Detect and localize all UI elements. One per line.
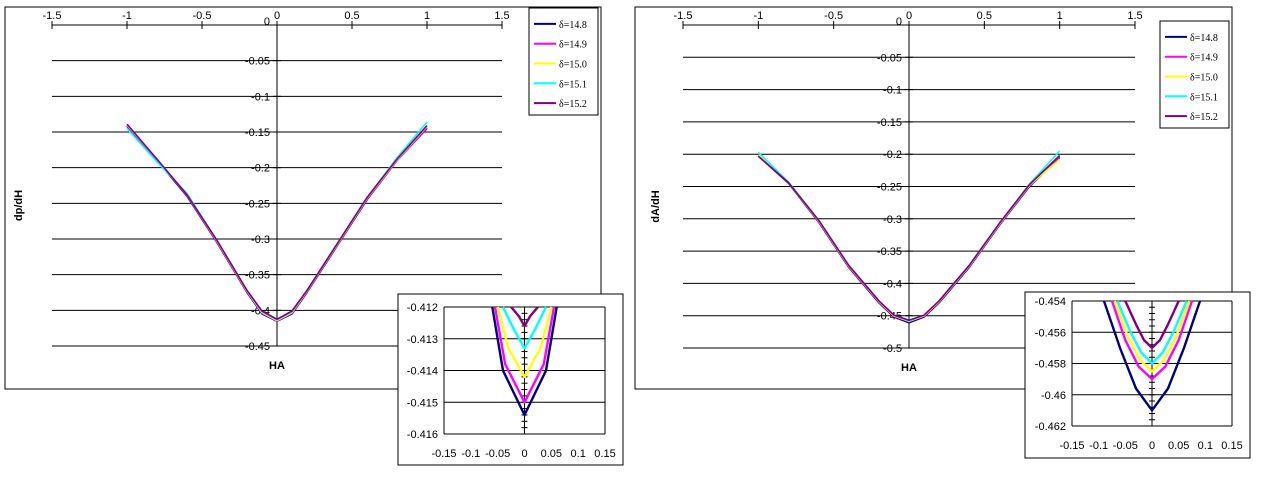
y-tick-label-main-right-6: -0.3 — [883, 214, 902, 226]
x-tick-label-main-right-4: 0.5 — [977, 10, 992, 22]
y-tick-label-main-left-3: -0.15 — [245, 127, 270, 139]
y-tick-label-main-left-6: -0.3 — [251, 234, 270, 246]
y-tick-label-inset-right-3: -0.46 — [1041, 390, 1066, 402]
series-line-inset-left-2 — [496, 306, 553, 379]
right-inset-frame — [1024, 291, 1251, 459]
x-tick-label-inset-right-3: 0 — [1149, 440, 1155, 452]
right-inset-chart: -0.454 -0.456 -0.458 -0.46 -0.462 -0.15 -0.1 -0… — [1035, 296, 1243, 452]
y-tick-label-inset-right-4: -0.462 — [1035, 421, 1066, 433]
y-tick-label-main-left-5: -0.25 — [245, 198, 270, 210]
series-line-main-left-4 — [126, 123, 428, 321]
x-tick-label-main-right-3: 0 — [906, 10, 912, 22]
y-tick-label-main-left-1: -0.05 — [245, 56, 270, 68]
y-tick-label-main-right-10: -0.5 — [883, 343, 902, 355]
x-axis-label-main-right: HA — [901, 362, 917, 374]
x-tick-label-inset-right-4: 0.05 — [1168, 440, 1189, 452]
x-tick-label-inset-left-2: -0.05 — [485, 448, 510, 460]
y-tick-label-main-right-9: -0.45 — [877, 311, 902, 323]
series-line-inset-left-1 — [493, 306, 556, 404]
y-tick-label-inset-left-0: -0.412 — [407, 302, 438, 314]
y-tick-label-inset-right-1: -0.456 — [1035, 327, 1066, 339]
legend-label-3: δ=15.1 — [559, 79, 587, 90]
y-tick-label-main-right-3: -0.15 — [877, 117, 902, 129]
y-tick-label-main-right-2: -0.1 — [883, 85, 902, 97]
legend-label-4: δ=15.2 — [1190, 112, 1218, 123]
y-tick-label-main-left-4: -0.2 — [251, 163, 270, 175]
y-tick-label-main-left-0: 0 — [264, 16, 270, 28]
x-axis-label-main-left: HA — [269, 360, 285, 372]
y-tick-label-main-right-8: -0.4 — [883, 278, 902, 290]
legend-label-4: δ=15.2 — [559, 99, 587, 110]
x-tick-label-main-left-4: 0.5 — [344, 10, 359, 22]
y-tick-label-main-left-7: -0.35 — [245, 270, 270, 282]
y-tick-label-inset-left-3: -0.415 — [407, 397, 438, 409]
series-line-main-right-4 — [757, 154, 1061, 322]
x-tick-label-main-right-5: 1 — [1057, 10, 1063, 22]
x-tick-label-main-left-3: 0 — [274, 10, 280, 22]
y-axis-label-main-right: dA/dH — [650, 190, 662, 222]
y-tick-label-main-right-1: -0.05 — [877, 52, 902, 64]
x-tick-label-inset-right-1: -0.1 — [1089, 440, 1108, 452]
legend-label-0: δ=14.8 — [1190, 33, 1218, 44]
x-tick-label-inset-left-4: 0.05 — [541, 448, 562, 460]
legend-label-2: δ=15.0 — [559, 60, 587, 71]
x-tick-label-main-left-1: -1 — [122, 10, 132, 22]
y-tick-label-inset-right-2: -0.458 — [1035, 359, 1066, 371]
x-tick-label-inset-left-6: 0.15 — [594, 448, 615, 460]
legend-label-2: δ=15.0 — [1190, 73, 1218, 84]
x-tick-label-main-right-2: -0.5 — [824, 10, 843, 22]
legend-label-0: δ=14.8 — [559, 20, 587, 31]
legend-box — [1159, 20, 1230, 129]
series-line-inset-right-4 — [1124, 300, 1180, 350]
right-main-chart: -1.5 -1 -0.5 0 0.5 1 1.5 0 -0.05 -0.1 -0.15 -0.2 -0.… — [650, 10, 1143, 374]
series-line-inset-left-0 — [491, 306, 558, 417]
legend-label-1: δ=14.9 — [559, 40, 587, 51]
y-tick-label-main-left-2: -0.1 — [251, 91, 270, 103]
y-tick-label-inset-left-4: -0.416 — [407, 429, 438, 441]
x-tick-label-inset-right-2: -0.05 — [1113, 440, 1138, 452]
x-tick-label-main-left-6: 1.5 — [494, 10, 509, 22]
left-legend: δ=14.8 δ=14.9 δ=15.0 δ=15.1 δ=15.2 — [528, 7, 599, 116]
legend-label-1: δ=14.9 — [1190, 53, 1218, 64]
x-tick-label-inset-right-5: 0.1 — [1198, 440, 1213, 452]
series-line-inset-right-1 — [1110, 300, 1194, 381]
x-tick-label-inset-left-0: -0.15 — [431, 448, 456, 460]
y-tick-label-main-right-0: 0 — [896, 16, 902, 28]
x-tick-label-inset-right-0: -0.15 — [1059, 440, 1084, 452]
series-line-inset-right-3 — [1116, 300, 1188, 365]
right-legend: δ=14.8 δ=14.9 δ=15.0 δ=15.1 δ=15.2 — [1159, 20, 1230, 129]
x-tick-label-main-right-0: -1.5 — [674, 10, 693, 22]
series-line-inset-right-2 — [1113, 300, 1191, 373]
series-line-inset-left-4 — [510, 306, 539, 328]
y-tick-label-inset-left-2: -0.414 — [407, 366, 438, 378]
left-inset-chart: -0.412 -0.413 -0.414 -0.415 -0.416 -0.15 -0.1-… — [407, 302, 616, 460]
x-tick-label-main-left-2: -0.5 — [193, 10, 212, 22]
legend-label-3: δ=15.1 — [1190, 92, 1218, 103]
y-tick-label-main-right-4: -0.2 — [883, 149, 902, 161]
legend-box — [528, 7, 599, 116]
y-axis-label-main-left: dp/dH — [13, 190, 25, 221]
y-tick-label-main-left-9: -0.45 — [245, 341, 270, 353]
x-tick-label-inset-right-6: 0.15 — [1221, 440, 1242, 452]
y-tick-label-main-right-7: -0.35 — [877, 246, 902, 258]
x-tick-label-inset-left-1: -0.1 — [461, 448, 480, 460]
y-tick-label-inset-left-1: -0.413 — [407, 334, 438, 346]
x-tick-label-main-left-0: -1.5 — [43, 10, 62, 22]
x-tick-label-main-right-1: -1 — [753, 10, 763, 22]
y-tick-label-main-right-5: -0.25 — [877, 182, 902, 194]
y-tick-label-inset-right-0: -0.454 — [1035, 296, 1066, 308]
x-tick-label-inset-left-3: 0 — [521, 448, 527, 460]
series-line-inset-left-3 — [501, 306, 548, 350]
x-tick-label-main-right-6: 1.5 — [1127, 10, 1142, 22]
x-tick-label-main-left-5: 1 — [424, 10, 430, 22]
series-line-inset-right-0 — [1102, 300, 1202, 412]
x-tick-label-inset-left-5: 0.1 — [571, 448, 586, 460]
